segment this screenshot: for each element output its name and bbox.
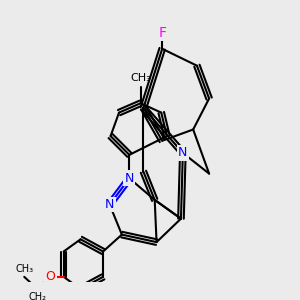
Text: CH₃: CH₃ xyxy=(130,73,151,83)
Text: F: F xyxy=(158,26,166,40)
Text: O: O xyxy=(46,270,56,283)
Text: CH₃: CH₃ xyxy=(15,264,33,274)
Text: CH₂: CH₂ xyxy=(28,292,46,300)
Text: N: N xyxy=(178,146,188,160)
Text: N: N xyxy=(105,198,114,211)
Text: N: N xyxy=(125,172,134,185)
